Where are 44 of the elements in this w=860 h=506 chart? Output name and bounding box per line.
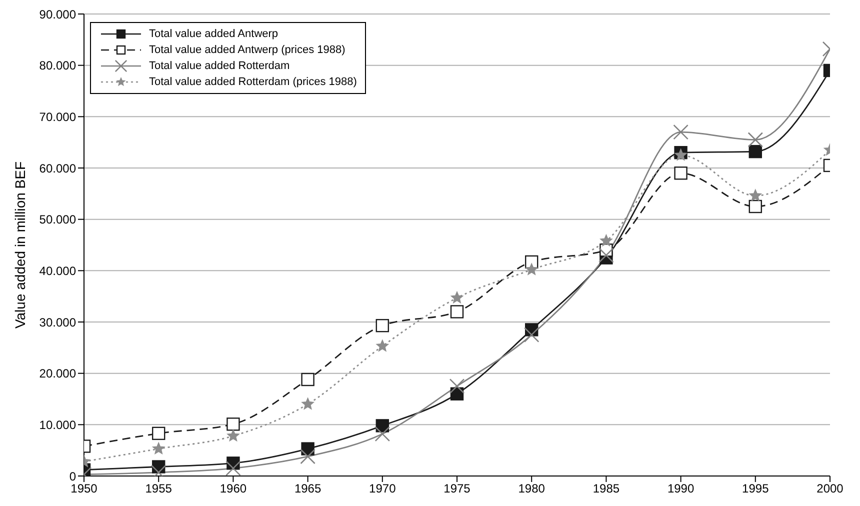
point: [226, 418, 240, 431]
point: [749, 189, 762, 201]
point: [450, 291, 464, 304]
y-tick-label: 10.000: [39, 418, 76, 432]
point: [301, 372, 314, 386]
legend-label: Total value added Antwerp (prices 1988): [149, 43, 346, 58]
point: [302, 398, 314, 410]
x-tick-label: 1970: [369, 482, 396, 496]
y-tick-label: 90.000: [39, 7, 76, 22]
point: [376, 419, 389, 432]
legend-label: Total value added Rotterdam: [149, 59, 290, 74]
y-tick-label: 80.000: [39, 58, 76, 73]
point: [376, 340, 389, 352]
point: [152, 442, 165, 454]
y-tick-label: 70.000: [39, 110, 76, 124]
x-tick-label: 1995: [742, 482, 770, 496]
legend-label: Total value added Antwerp: [149, 27, 278, 42]
point: [450, 305, 464, 318]
point: [748, 200, 762, 214]
x-tick-label: 1975: [444, 482, 471, 496]
point: [376, 318, 389, 332]
x-tick-label: 1960: [220, 482, 247, 496]
y-tick-label: 0: [69, 469, 76, 484]
point: [152, 426, 166, 440]
y-tick-label: 20.000: [39, 366, 76, 381]
x-tick-label: 1990: [667, 482, 694, 496]
point: [674, 166, 688, 180]
point: [748, 144, 762, 158]
point: [674, 148, 687, 160]
x-tick-label: 2000: [816, 482, 844, 496]
legend-label: Total value added Rotterdam (prices 1988): [149, 75, 357, 90]
point: [525, 263, 538, 275]
point: [600, 234, 612, 246]
y-tick-label: 60.000: [39, 161, 76, 176]
y-axis-title: Value added in million BEF: [12, 161, 28, 329]
x-tick-label: 1955: [145, 482, 172, 496]
x-tick-label: 1950: [70, 482, 98, 496]
x-tick-label: 1985: [592, 482, 620, 496]
y-tick-label: 50.000: [39, 212, 76, 227]
x-tick-label: 1980: [518, 482, 546, 496]
x-tick-label: 1965: [294, 482, 322, 496]
y-tick-label: 30.000: [39, 315, 76, 330]
y-tick-label: 40.000: [39, 264, 76, 278]
point: [227, 430, 240, 442]
